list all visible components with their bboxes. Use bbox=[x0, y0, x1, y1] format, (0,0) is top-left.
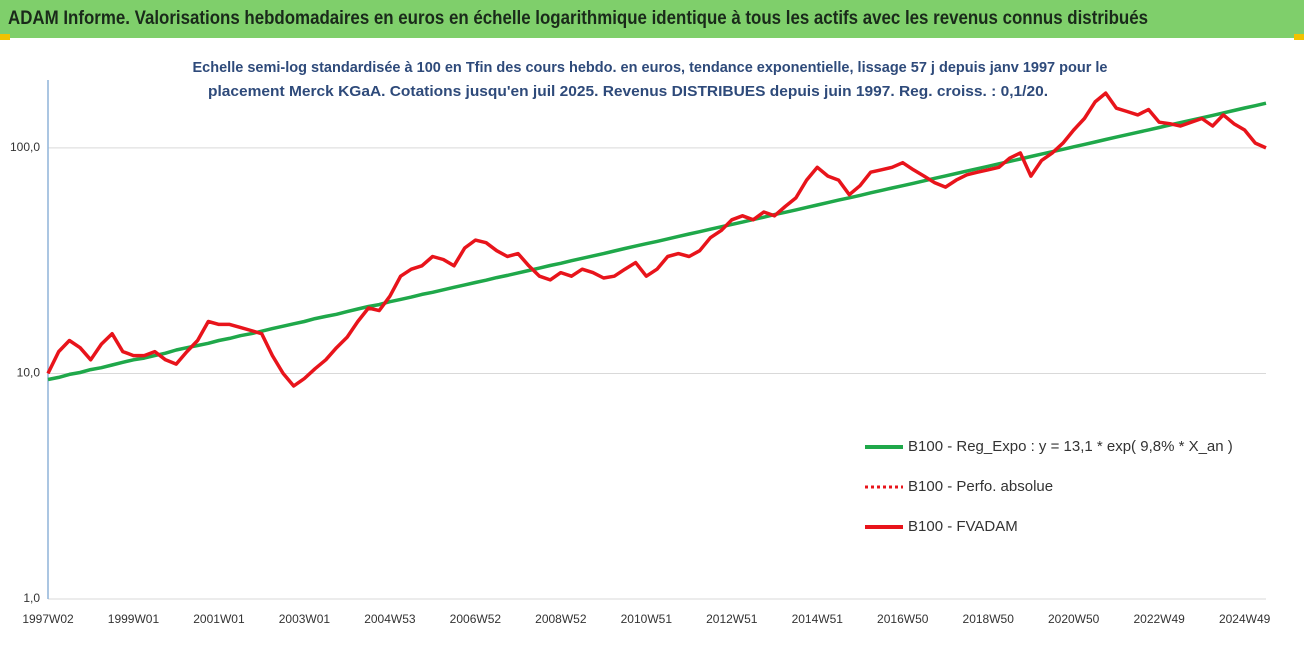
x-tick-label: 2008W52 bbox=[535, 612, 587, 626]
x-tick-label: 2010W51 bbox=[621, 612, 673, 626]
y-tick-label: 1,0 bbox=[23, 591, 40, 605]
corner bbox=[0, 34, 10, 40]
x-tick-label: 2022W49 bbox=[1133, 612, 1185, 626]
subtitle: Echelle semi-log standardisée à 100 en T… bbox=[193, 59, 1108, 76]
subtitle: placement Merck KGaA. Cotations jusqu'en… bbox=[208, 83, 1048, 100]
series-line bbox=[46, 91, 1267, 388]
x-tick-label: 2014W51 bbox=[792, 612, 844, 626]
x-tick-label: 2016W50 bbox=[877, 612, 929, 626]
corner bbox=[1294, 34, 1304, 40]
x-tick-label: 2024W49 bbox=[1219, 612, 1271, 626]
x-tick-label: 2004W53 bbox=[364, 612, 416, 626]
chart-title: ADAM Informe. Valorisations hebdomadaire… bbox=[8, 8, 1148, 29]
series-line bbox=[47, 101, 1267, 382]
legend-label: B100 - Reg_Expo : y = 13,1 * exp( 9,8% *… bbox=[908, 438, 1233, 455]
header-bar bbox=[0, 0, 1304, 38]
legend-label: B100 - FVADAM bbox=[908, 518, 1018, 535]
legend-label: B100 - Perfo. absolue bbox=[908, 478, 1053, 495]
y-tick-label: 10,0 bbox=[17, 366, 41, 380]
y-tick-label: 100,0 bbox=[10, 140, 40, 154]
x-tick-label: 2012W51 bbox=[706, 612, 758, 626]
x-tick-label: 2018W50 bbox=[963, 612, 1015, 626]
x-tick-label: 2001W01 bbox=[193, 612, 245, 626]
x-tick-label: 2006W52 bbox=[450, 612, 502, 626]
x-tick-label: 1999W01 bbox=[108, 612, 160, 626]
x-tick-label: 2003W01 bbox=[279, 612, 331, 626]
x-tick-label: 2020W50 bbox=[1048, 612, 1100, 626]
x-tick-label: 1997W02 bbox=[22, 612, 74, 626]
plot-area: 1,0 10,0 100,0 1997W02 1999W01 2001W01 2003W01… bbox=[10, 80, 1271, 626]
